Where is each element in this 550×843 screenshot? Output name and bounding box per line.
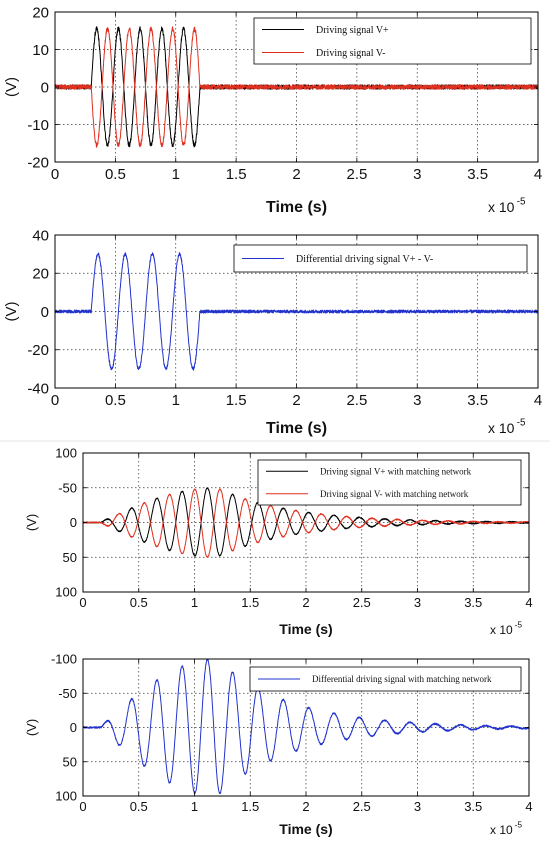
- x-tick-label: 4: [525, 799, 532, 814]
- x-axis-scale-exponent: -5: [517, 196, 526, 207]
- y-tick-label: -20: [27, 154, 49, 171]
- y-axis-label: (V): [3, 302, 20, 322]
- x-tick-label: 2: [302, 799, 309, 814]
- x-tick-label: 1.5: [241, 799, 259, 814]
- legend-label: Differential driving signal V+ - V-: [296, 254, 433, 265]
- x-tick-label: 0: [51, 392, 59, 409]
- y-tick-label: 20: [32, 4, 49, 21]
- x-tick-label: 0.5: [130, 799, 148, 814]
- y-tick-label: 50: [63, 550, 77, 565]
- y-tick-label: -50: [58, 686, 77, 701]
- y-tick-label: 10: [32, 42, 49, 59]
- x-tick-label: 2.5: [346, 166, 367, 183]
- x-tick-label: 2: [292, 392, 300, 409]
- series-line-1: [54, 252, 539, 371]
- y-tick-label: -100: [51, 652, 77, 667]
- x-tick-label: 4: [525, 595, 532, 610]
- y-tick-label: -40: [27, 380, 49, 397]
- x-axis-scale-label: x 10: [488, 420, 515, 436]
- x-tick-label: 0.5: [105, 392, 126, 409]
- x-axis-label: Time (s): [266, 420, 327, 437]
- x-tick-label: 3: [414, 595, 421, 610]
- x-axis-label: Time (s): [279, 621, 332, 637]
- y-tick-label: 0: [41, 79, 49, 96]
- x-tick-label: 1.5: [241, 595, 259, 610]
- x-tick-label: 3.5: [467, 166, 488, 183]
- chart-panel-4: 0 0.5 1 1.5 2 2.5 3 3.5 4 100 50 0 -50 -100 (V) Time (s…: [24, 652, 533, 837]
- y-tick-label: 100: [55, 585, 77, 600]
- series-line-1: [82, 658, 530, 795]
- legend-box: [249, 666, 522, 692]
- legend-label: Driving signal V-: [316, 48, 385, 59]
- y-axis-label: (V): [24, 514, 39, 531]
- x-axis-scale-label: x 10: [490, 823, 513, 837]
- x-axis-label: Time (s): [266, 199, 327, 216]
- y-tick-label: -50: [58, 480, 77, 495]
- x-tick-label: 3: [413, 392, 421, 409]
- x-tick-label: 1: [172, 392, 180, 409]
- y-tick-label: 40: [32, 227, 49, 244]
- legend-box: [253, 17, 532, 65]
- x-axis-scale-label: x 10: [488, 199, 515, 215]
- chart-panel-3: 0 0.5 1 1.5 2 2.5 3 3.5 4 100 50 0 -50 100 (V) Time (s)…: [24, 446, 533, 637]
- x-tick-label: 4: [534, 392, 542, 409]
- x-axis-scale-label: x 10: [490, 623, 513, 637]
- x-tick-label: 2.5: [346, 392, 367, 409]
- x-tick-label: 3: [414, 799, 421, 814]
- series-line-2: [54, 26, 539, 148]
- y-tick-label: 0: [41, 304, 49, 321]
- y-axis-label: (V): [24, 719, 39, 736]
- x-tick-label: 2: [292, 166, 300, 183]
- legend-label: Driving signal V+: [316, 25, 389, 36]
- series-line-2: [82, 488, 530, 558]
- y-tick-label: 100: [55, 789, 77, 804]
- x-tick-label: 0: [51, 166, 59, 183]
- chart-panel-2: 0 0.5 1 1.5 2 2.5 3 3.5 4 -40 -20 0 20 40 (V) Time (s) x…: [3, 227, 542, 437]
- x-tick-label: 1: [191, 799, 198, 814]
- x-tick-label: 1.5: [226, 166, 247, 183]
- y-tick-label: 0: [70, 515, 77, 530]
- x-tick-label: 3.5: [464, 799, 482, 814]
- legend-label: Differential driving signal with matchin…: [312, 674, 492, 684]
- x-axis-scale-exponent: -5: [515, 619, 523, 629]
- x-tick-label: 1: [191, 595, 198, 610]
- x-tick-label: 3.5: [464, 595, 482, 610]
- x-axis-scale-exponent: -5: [515, 819, 523, 829]
- x-tick-label: 2: [302, 595, 309, 610]
- x-tick-label: 1.5: [226, 392, 247, 409]
- x-tick-label: 3.5: [467, 392, 488, 409]
- y-tick-label: -10: [27, 117, 49, 134]
- x-tick-label: 4: [534, 166, 542, 183]
- x-tick-label: 0.5: [105, 166, 126, 183]
- y-tick-label: 50: [63, 754, 77, 769]
- chart-panel-1: 0 0.5 1 1.5 2 2.5 3 3.5 4 -20 -10 0 10 20 (V) Time (s) x…: [3, 4, 542, 216]
- y-tick-label: 20: [32, 266, 49, 283]
- x-tick-label: 2.5: [353, 595, 371, 610]
- legend-label: Driving signal V+ with matching network: [320, 466, 472, 476]
- x-tick-label: 0: [79, 595, 86, 610]
- x-axis-scale-exponent: -5: [517, 417, 526, 428]
- y-tick-label: -20: [27, 342, 49, 359]
- series-line-1: [54, 26, 539, 148]
- legend-box: [257, 459, 522, 506]
- x-tick-label: 1: [172, 166, 180, 183]
- x-tick-label: 0.5: [130, 595, 148, 610]
- x-tick-label: 3: [413, 166, 421, 183]
- y-axis-label: (V): [3, 77, 20, 97]
- x-tick-label: 2.5: [353, 799, 371, 814]
- x-tick-label: 0: [79, 799, 86, 814]
- legend-label: Driving signal V- with matching network: [320, 489, 469, 499]
- y-tick-label: 0: [70, 720, 77, 735]
- y-tick-label: 100: [55, 446, 77, 461]
- x-axis-label: Time (s): [279, 821, 332, 837]
